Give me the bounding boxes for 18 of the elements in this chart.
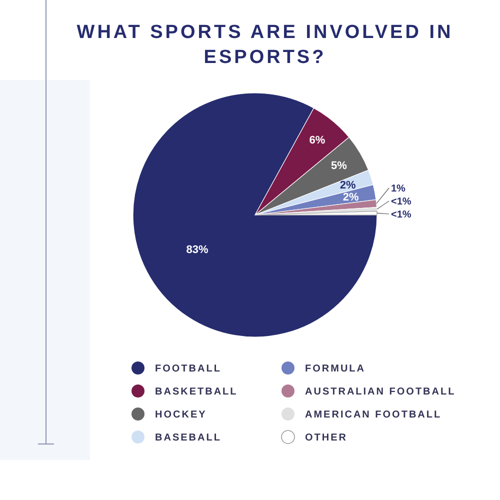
data-label: 83% bbox=[186, 244, 208, 256]
data-label: 1% bbox=[391, 184, 406, 194]
data-label: 2% bbox=[342, 192, 360, 204]
legend-label: BASEBALL bbox=[155, 432, 222, 444]
legend-label: AMERICAN FOOTBALL bbox=[305, 410, 442, 420]
legend-label: BASKETBALL bbox=[155, 386, 238, 398]
data-label: <1% bbox=[391, 196, 412, 208]
legend-label: AUSTRALIAN FOOTBALL bbox=[305, 386, 456, 398]
legend-label: HOCKEY bbox=[155, 410, 207, 420]
legend-label: FORMULA bbox=[305, 364, 366, 374]
chart-title: WHAT SPORTS ARE INVOLVED IN ESPORTS? bbox=[76, 22, 454, 68]
data-label: 6% bbox=[309, 134, 326, 147]
data-label: 5% bbox=[331, 160, 348, 172]
pie-slice bbox=[132, 92, 378, 338]
legend-label: OTHER bbox=[305, 432, 348, 444]
legend-label: FOOTBALL bbox=[155, 364, 222, 374]
data-label: 2% bbox=[340, 180, 356, 192]
data-label: <1% bbox=[391, 210, 412, 220]
